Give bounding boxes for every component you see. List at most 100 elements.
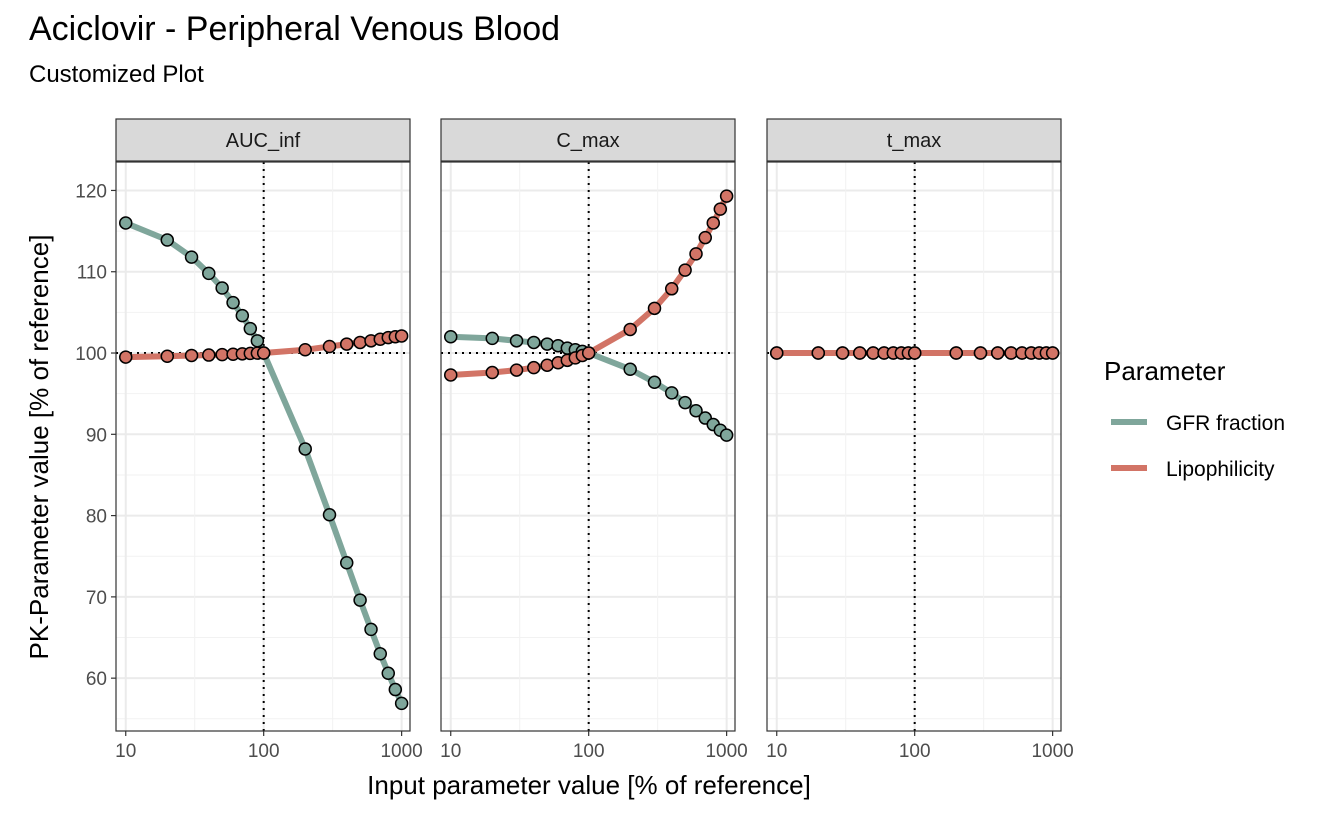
data-point-gfr-fraction xyxy=(509,334,524,348)
data-point-gfr-fraction xyxy=(364,622,378,637)
data-point-lipophilicity xyxy=(509,363,524,377)
data-point-gfr-fraction xyxy=(322,508,337,522)
data-point-lipophilicity xyxy=(990,346,1005,360)
y-tick-label: 100 xyxy=(75,344,107,365)
data-point-gfr-fraction xyxy=(689,403,703,418)
data-point-lipophilicity xyxy=(647,301,662,316)
panel-border xyxy=(440,161,736,732)
data-point-gfr-fraction xyxy=(678,395,692,410)
data-point-lipophilicity xyxy=(853,346,867,360)
data-point-gfr-fraction xyxy=(184,250,199,264)
data-point-gfr-fraction xyxy=(226,295,240,310)
data-point-gfr-fraction xyxy=(339,555,354,570)
data-point-lipophilicity xyxy=(664,282,679,296)
y-tick-label: 110 xyxy=(77,263,107,284)
x-tick-label: 1000 xyxy=(380,741,422,762)
data-point-lipophilicity xyxy=(202,348,216,362)
data-point-lipophilicity xyxy=(118,350,133,364)
strip-auc-inf xyxy=(115,118,411,162)
data-point-lipophilicity xyxy=(769,346,784,360)
data-point-gfr-fraction xyxy=(215,281,229,295)
legend-label-gfr-fraction: GFR fraction xyxy=(1166,412,1285,435)
data-point-lipophilicity xyxy=(698,230,713,245)
data-point-gfr-fraction xyxy=(160,233,175,247)
data-point-gfr-fraction xyxy=(485,331,500,346)
data-point-lipophilicity xyxy=(706,216,721,230)
strip-t-max xyxy=(766,118,1062,162)
data-point-lipophilicity xyxy=(322,339,337,354)
y-tick-label: 70 xyxy=(86,588,107,609)
data-point-gfr-fraction xyxy=(664,386,679,400)
x-tick-label: 1000 xyxy=(705,741,747,762)
x-tick-label: 10 xyxy=(440,741,461,762)
data-point-lipophilicity xyxy=(835,346,850,360)
x-axis-title: Input parameter value [% of reference] xyxy=(367,770,811,800)
data-point-gfr-fraction xyxy=(394,696,409,711)
panel-border xyxy=(766,161,1062,732)
data-point-lipophilicity xyxy=(485,365,500,380)
data-point-gfr-fraction xyxy=(381,666,396,681)
data-point-lipophilicity xyxy=(623,322,637,337)
y-tick-label: 120 xyxy=(75,181,107,202)
data-point-gfr-fraction xyxy=(647,375,662,390)
data-point-gfr-fraction xyxy=(623,362,637,377)
strip-label-t-max: t_max xyxy=(887,130,941,152)
panel-t-max: t_max 10 100 1000 xyxy=(766,118,1074,762)
data-point-lipophilicity xyxy=(443,368,458,382)
data-point-lipophilicity xyxy=(581,346,596,360)
x-tick-label: 100 xyxy=(899,741,931,762)
y-axis-title: PK-Parameter value [% of reference] xyxy=(24,235,54,660)
chart-subtitle: Customized Plot xyxy=(29,61,204,88)
data-point-gfr-fraction xyxy=(373,647,388,661)
data-point-lipophilicity xyxy=(184,348,199,363)
data-point-gfr-fraction xyxy=(250,334,265,348)
strip-c-max xyxy=(440,118,736,162)
data-point-gfr-fraction xyxy=(353,593,367,607)
data-point-lipophilicity xyxy=(713,202,728,216)
data-point-lipophilicity xyxy=(160,349,175,364)
x-tick-label: 100 xyxy=(573,741,605,762)
data-point-lipophilicity xyxy=(689,247,703,261)
data-point-gfr-fraction xyxy=(443,330,458,344)
x-tick-label: 10 xyxy=(115,741,136,762)
panel-c-max: C_max 10 100 1000 xyxy=(440,118,748,762)
data-point-gfr-fraction xyxy=(540,337,554,351)
data-point-lipophilicity xyxy=(256,346,271,360)
panel-border xyxy=(115,161,411,732)
data-point-lipophilicity xyxy=(907,346,922,360)
data-point-gfr-fraction xyxy=(235,308,250,323)
legend-label-lipophilicity: Lipophilicity xyxy=(1166,458,1275,481)
data-point-gfr-fraction xyxy=(298,442,312,456)
y-tick-label: 80 xyxy=(86,507,107,528)
data-point-lipophilicity xyxy=(394,329,409,343)
chart-title: Aciclovir - Peripheral Venous Blood xyxy=(29,10,560,48)
data-point-gfr-fraction xyxy=(388,682,403,697)
data-point-lipophilicity xyxy=(811,346,826,360)
x-tick-label: 10 xyxy=(766,741,787,762)
data-point-gfr-fraction xyxy=(202,266,216,281)
data-point-lipophilicity xyxy=(973,346,988,360)
y-tick-label: 60 xyxy=(86,669,107,690)
legend: Parameter GFR fraction Lipophilicity xyxy=(1104,356,1285,481)
data-point-gfr-fraction xyxy=(719,428,734,442)
strip-label-c-max: C_max xyxy=(556,130,619,152)
data-point-gfr-fraction xyxy=(118,216,133,230)
legend-title: Parameter xyxy=(1104,356,1226,386)
strip-label-auc-inf: AUC_inf xyxy=(226,130,301,152)
data-point-lipophilicity xyxy=(353,335,367,350)
data-point-lipophilicity xyxy=(678,263,692,277)
data-point-lipophilicity xyxy=(527,360,541,375)
y-tick-label: 90 xyxy=(86,425,107,446)
data-point-lipophilicity xyxy=(298,343,312,357)
data-point-lipophilicity xyxy=(949,346,963,360)
data-point-gfr-fraction xyxy=(243,321,258,336)
data-point-lipophilicity xyxy=(1045,346,1060,360)
x-tick-label: 1000 xyxy=(1031,741,1073,762)
x-tick-label: 100 xyxy=(248,741,280,762)
data-point-gfr-fraction xyxy=(527,335,541,350)
panels: AUC_inf 10 100 1000 60 70 80 90 100 110 120 C_max 10… xyxy=(75,118,1074,762)
data-point-lipophilicity xyxy=(540,358,554,372)
data-point-lipophilicity xyxy=(339,337,354,351)
panel-auc-inf: AUC_inf 10 100 1000 60 70 80 90 100 110 120 xyxy=(75,118,423,762)
